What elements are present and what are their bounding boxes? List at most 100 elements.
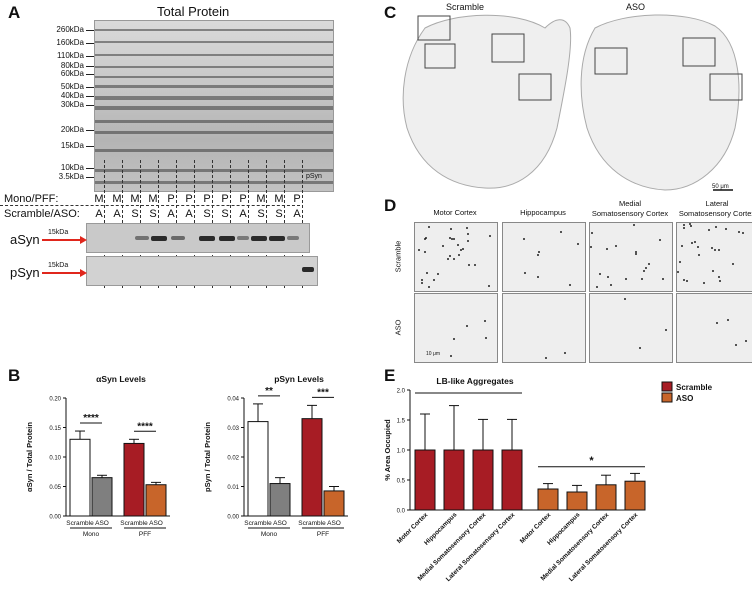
brain-scramble-label: Scramble — [446, 2, 485, 12]
scramble-aso-lane-label: A — [95, 208, 103, 220]
mono-pff-lane-label: P — [167, 193, 175, 205]
aggregate-dot — [745, 340, 747, 342]
aggregate-dot — [467, 240, 469, 242]
aggregate-dot — [735, 344, 737, 346]
region-column-label: Medial — [618, 199, 642, 208]
aggregate-dot — [607, 276, 609, 278]
aggregate-dot — [577, 243, 579, 245]
y-axis-label: % Area Occupied — [383, 419, 392, 481]
sig-stars: *** — [317, 387, 329, 398]
aggregate-dot — [659, 239, 661, 241]
aggregate-dot — [421, 282, 423, 284]
asyn-arrowhead — [80, 236, 87, 244]
roi-box — [424, 43, 456, 69]
bar — [595, 484, 617, 511]
scramble-aso-label: Scramble/ASO: — [4, 208, 80, 220]
aggregate-dot — [683, 279, 685, 281]
mw-marker-label: 110kDa — [57, 51, 84, 60]
condition-row-label: Scramble — [393, 240, 403, 273]
aggregate-dot — [606, 248, 608, 250]
aggregate-dot — [564, 352, 566, 354]
mw-marker-label: 80kDa — [60, 61, 84, 70]
asyn-blot — [86, 223, 310, 253]
aggregate-dot — [433, 279, 435, 281]
y-axis-label: pSyn / Total Protein — [203, 422, 212, 492]
aggregate-dot — [689, 223, 691, 225]
brain-section-scramble — [402, 14, 572, 189]
aggregate-dot — [712, 270, 714, 272]
aggregate-dot — [725, 228, 727, 230]
aggregate-dot — [524, 272, 526, 274]
mono-pff-lane-label: P — [239, 193, 247, 205]
panel-label-a: A — [8, 3, 21, 22]
sig-stars: **** — [83, 413, 99, 424]
bar — [91, 477, 113, 517]
sig-stars: ** — [265, 386, 273, 397]
bar — [145, 484, 167, 517]
aggregate-dot — [538, 251, 540, 253]
aggregate-dot — [610, 284, 612, 286]
y-tick-label: 0.20 — [49, 397, 61, 403]
condition-row-label: ASO — [393, 319, 403, 336]
mw-marker-tick — [86, 105, 94, 106]
microscopy-image — [589, 293, 673, 363]
aggregate-dot — [451, 238, 453, 240]
aggregate-dot — [742, 232, 744, 234]
aggregate-dot — [449, 237, 451, 239]
mw-marker-label: 260kDa — [56, 25, 84, 34]
mono-pff-lane-label: P — [221, 193, 229, 205]
aggregate-dot — [537, 276, 539, 278]
bar — [123, 442, 145, 517]
mw-marker-tick — [86, 74, 94, 75]
aggregate-dot — [425, 237, 427, 239]
chart-title: pSyn Levels — [274, 374, 324, 384]
aggregate-dot — [732, 263, 734, 265]
scramble-aso-lane-label: A — [185, 208, 193, 220]
chart-title: LB-like Aggregates — [436, 376, 513, 386]
lane-label-divider — [0, 205, 300, 206]
mw-marker-tick — [86, 130, 94, 131]
psyn-15kda-marker: 15kDa — [48, 262, 69, 269]
mw-marker-label: 20kDa — [60, 125, 84, 134]
total-protein-title: Total Protein — [157, 4, 230, 19]
aggregate-dot — [426, 272, 428, 274]
aggregate-dot — [716, 322, 718, 324]
scramble-aso-lane-label: S — [131, 208, 139, 220]
y-tick-label: 0.02 — [227, 456, 239, 462]
aggregate-dot — [718, 249, 720, 251]
psyn-blot — [86, 256, 318, 286]
aggregate-dot — [421, 279, 423, 281]
sig-stars: **** — [137, 421, 153, 432]
total-protein-gel — [94, 20, 334, 192]
aggregate-dot — [523, 238, 525, 240]
aggregate-dot — [453, 338, 455, 340]
mono-pff-lane-label: M — [94, 193, 104, 205]
aggregate-dot — [683, 227, 685, 229]
panel-label-c: C — [384, 3, 397, 22]
scramble-aso-lane-label: S — [203, 208, 211, 220]
aggregate-dot — [718, 276, 720, 278]
mw-marker-label: 60kDa — [60, 69, 84, 78]
aggregate-dot — [428, 226, 430, 228]
aggregate-dot — [599, 273, 601, 275]
y-tick-label: 0.00 — [49, 515, 61, 521]
aggregate-dot — [590, 246, 592, 248]
aggregate-dot — [719, 280, 721, 282]
aggregate-dot — [450, 228, 452, 230]
y-tick-label: 1.0 — [397, 449, 406, 455]
scramble-aso-lane-label: A — [239, 208, 247, 220]
aggregate-dot — [449, 255, 451, 257]
legend-label: ASO — [676, 394, 693, 403]
aggregate-dot — [424, 238, 426, 240]
brain-aso-label: ASO — [626, 2, 646, 12]
aggregate-dot — [484, 320, 486, 322]
aggregate-dot — [467, 233, 469, 235]
x-tick-label: Scramble — [66, 520, 94, 527]
aggregate-dot — [468, 264, 470, 266]
aggregate-dot — [615, 245, 617, 247]
aggregate-dot — [690, 225, 692, 227]
mw-marker-tick — [86, 43, 94, 44]
bar — [414, 449, 436, 511]
aggregate-dot — [624, 298, 626, 300]
bar — [566, 491, 588, 511]
